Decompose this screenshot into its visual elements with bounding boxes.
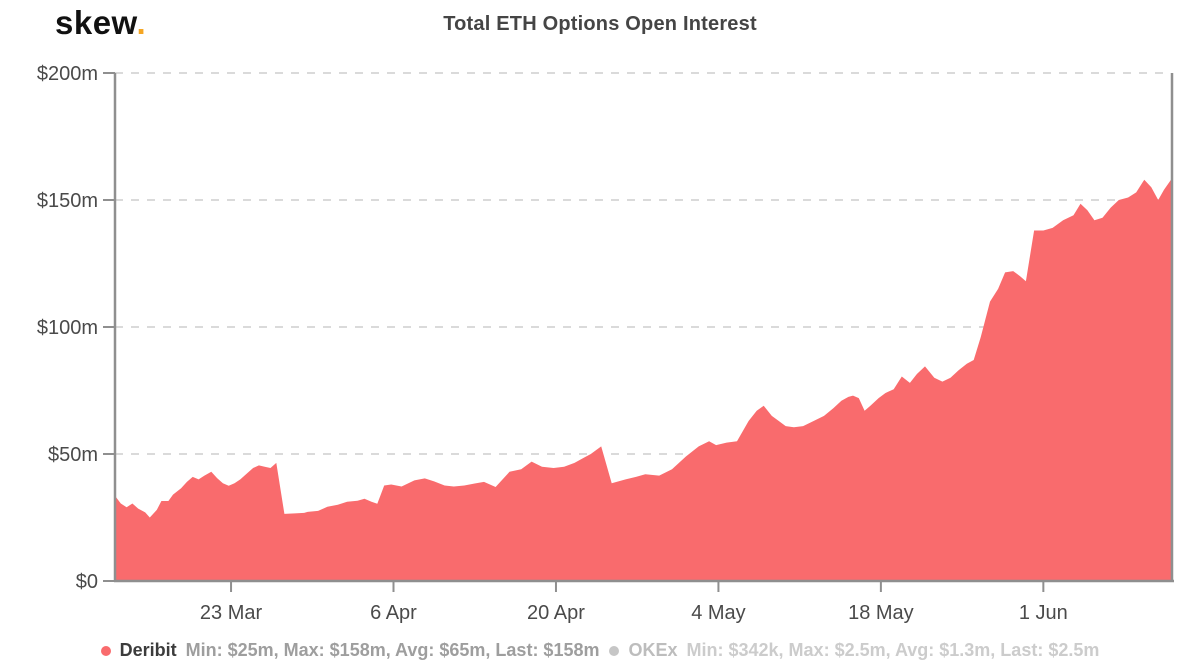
svg-text:20 Apr: 20 Apr	[527, 602, 585, 624]
svg-text:$50m: $50m	[48, 444, 98, 466]
deribit-legend-stats: Min: $25m, Max: $158m, Avg: $65m, Last: …	[185, 640, 600, 660]
legend: Deribit Min: $25m, Max: $158m, Avg: $65m…	[0, 640, 1200, 661]
svg-text:$150m: $150m	[37, 190, 98, 212]
okex-legend-name: OKEx	[628, 640, 678, 660]
svg-text:23 Mar: 23 Mar	[200, 602, 263, 624]
svg-text:6 Apr: 6 Apr	[370, 602, 417, 624]
chart-title: Total ETH Options Open Interest	[443, 13, 757, 35]
svg-text:$100m: $100m	[37, 317, 98, 339]
svg-text:$0: $0	[76, 571, 98, 593]
svg-text:4 May: 4 May	[691, 602, 745, 624]
deribit-series-dot-icon	[100, 645, 111, 656]
deribit-legend-name: Deribit	[119, 640, 177, 660]
area-chart: $0 $50m $100m $150m $200m 23 Mar 6 Apr 20 Apr 4 …	[37, 63, 1174, 624]
skew-logo: skew.	[55, 4, 146, 42]
okex-legend-stats: Min: $342k, Max: $2.5m, Avg: $1.3m, Last…	[686, 640, 1100, 660]
skew-logo-text: skew	[55, 4, 137, 41]
legend-item-okex[interactable]: OKEx Min: $342k, Max: $2.5m, Avg: $1.3m,…	[609, 640, 1099, 661]
skew-logo-dot: .	[136, 4, 147, 41]
svg-text:1 Jun: 1 Jun	[1019, 602, 1068, 624]
legend-item-deribit[interactable]: Deribit Min: $25m, Max: $158m, Avg: $65m…	[100, 640, 600, 661]
chart-area: $0 $50m $100m $150m $200m 23 Mar 6 Apr 20 Apr 4 …	[0, 48, 1200, 626]
okex-series-dot-icon	[609, 645, 620, 656]
svg-text:18 May: 18 May	[848, 602, 914, 624]
series-deribit-area	[115, 179, 1171, 581]
svg-text:$200m: $200m	[37, 63, 98, 85]
